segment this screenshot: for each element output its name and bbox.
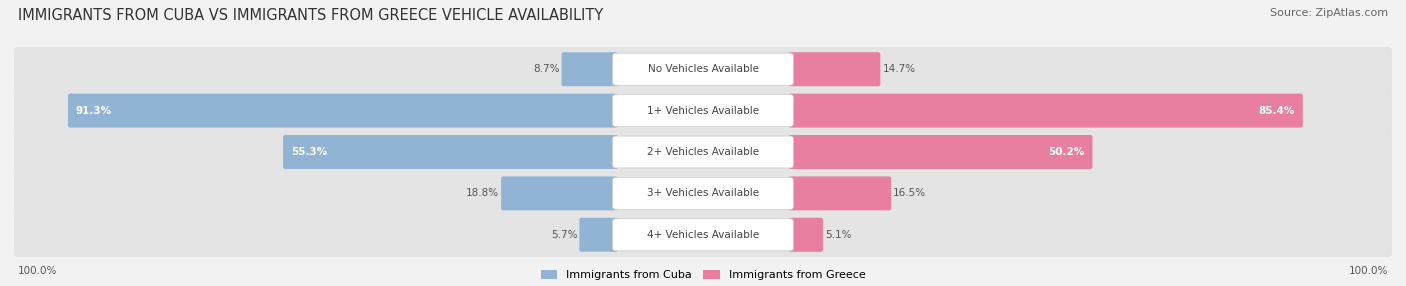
FancyBboxPatch shape (789, 94, 1303, 128)
FancyBboxPatch shape (613, 219, 793, 251)
Text: 2+ Vehicles Available: 2+ Vehicles Available (647, 147, 759, 157)
FancyBboxPatch shape (501, 176, 617, 210)
Text: 5.1%: 5.1% (825, 230, 852, 240)
FancyBboxPatch shape (14, 47, 1392, 92)
Text: 3+ Vehicles Available: 3+ Vehicles Available (647, 188, 759, 198)
FancyBboxPatch shape (613, 177, 793, 209)
FancyBboxPatch shape (789, 135, 1092, 169)
Text: IMMIGRANTS FROM CUBA VS IMMIGRANTS FROM GREECE VEHICLE AVAILABILITY: IMMIGRANTS FROM CUBA VS IMMIGRANTS FROM … (18, 8, 603, 23)
Text: 14.7%: 14.7% (883, 64, 915, 74)
FancyBboxPatch shape (283, 135, 617, 169)
Text: 85.4%: 85.4% (1258, 106, 1295, 116)
Text: 100.0%: 100.0% (18, 266, 58, 276)
Text: 91.3%: 91.3% (76, 106, 112, 116)
Legend: Immigrants from Cuba, Immigrants from Greece: Immigrants from Cuba, Immigrants from Gr… (541, 270, 865, 281)
FancyBboxPatch shape (14, 171, 1392, 216)
FancyBboxPatch shape (613, 136, 793, 168)
FancyBboxPatch shape (14, 88, 1392, 133)
FancyBboxPatch shape (789, 52, 880, 86)
FancyBboxPatch shape (14, 212, 1392, 257)
Text: 16.5%: 16.5% (893, 188, 927, 198)
Text: 8.7%: 8.7% (533, 64, 560, 74)
FancyBboxPatch shape (579, 218, 617, 252)
Text: 55.3%: 55.3% (291, 147, 328, 157)
Text: 50.2%: 50.2% (1049, 147, 1084, 157)
FancyBboxPatch shape (789, 176, 891, 210)
Text: No Vehicles Available: No Vehicles Available (648, 64, 758, 74)
Text: 1+ Vehicles Available: 1+ Vehicles Available (647, 106, 759, 116)
Text: 4+ Vehicles Available: 4+ Vehicles Available (647, 230, 759, 240)
FancyBboxPatch shape (613, 95, 793, 127)
FancyBboxPatch shape (14, 130, 1392, 174)
FancyBboxPatch shape (67, 94, 617, 128)
FancyBboxPatch shape (789, 218, 823, 252)
FancyBboxPatch shape (613, 53, 793, 85)
Text: 5.7%: 5.7% (551, 230, 578, 240)
Text: 18.8%: 18.8% (465, 188, 499, 198)
FancyBboxPatch shape (561, 52, 617, 86)
Text: 100.0%: 100.0% (1348, 266, 1388, 276)
Text: Source: ZipAtlas.com: Source: ZipAtlas.com (1270, 8, 1388, 18)
